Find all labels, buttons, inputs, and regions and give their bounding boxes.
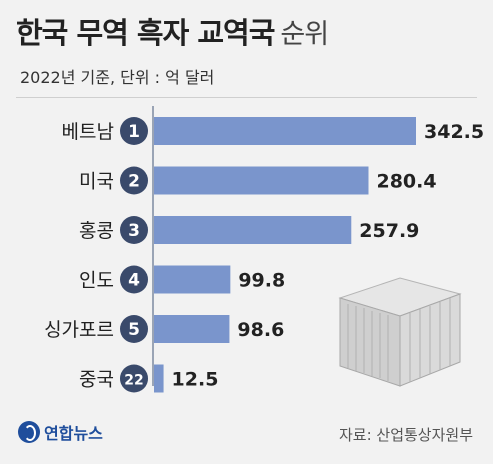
category-label-0: 베트남 — [62, 121, 114, 143]
value-label-2: 257.9 — [359, 220, 419, 242]
chart-title: 한국 무역 흑자 교역국 순위 — [16, 10, 329, 52]
rank-badge-5 — [120, 364, 148, 393]
category-label-1: 미국 — [79, 171, 114, 193]
category-label-4: 싱가포르 — [44, 319, 114, 341]
title-suffix: 순위 — [280, 19, 329, 50]
yonhap-logo-icon — [18, 421, 40, 443]
rank-number-5: 22 — [124, 373, 143, 389]
chart-subtitle: 2022년 기준, 단위 : 억 달러 — [20, 68, 215, 87]
title-main: 한국 무역 흑자 교역국 — [16, 16, 275, 50]
bar-2 — [154, 216, 352, 244]
category-label-5: 중국 — [79, 369, 114, 391]
rank-badge-4 — [120, 315, 148, 343]
rank-badge-1 — [120, 166, 148, 195]
logo-text: 연합뉴스 — [44, 424, 103, 443]
header-divider — [16, 97, 477, 98]
value-label-5: 12.5 — [172, 369, 219, 391]
rank-badge-3 — [120, 265, 148, 294]
value-label-3: 99.8 — [238, 270, 285, 292]
category-label-2: 홍콩 — [79, 220, 114, 242]
bar-0 — [154, 117, 416, 145]
yonhap-logo: 연합뉴스 — [18, 420, 103, 444]
bar-1 — [154, 166, 369, 195]
y-axis-line — [152, 106, 154, 386]
rank-number-2: 3 — [128, 221, 140, 241]
rank-number-3: 4 — [128, 271, 140, 291]
bar-5 — [154, 364, 164, 393]
rank-badge-0 — [120, 117, 148, 145]
bar-3 — [154, 265, 231, 294]
rank-number-1: 2 — [128, 172, 140, 192]
category-label-3: 인도 — [79, 270, 114, 292]
source-note: 자료: 산업통상자원부 — [338, 426, 473, 444]
value-label-0: 342.5 — [424, 121, 484, 143]
value-label-4: 98.6 — [237, 319, 284, 341]
rank-number-4: 5 — [128, 320, 140, 340]
bar-4 — [154, 315, 230, 343]
rank-number-0: 1 — [128, 122, 140, 142]
rank-badge-2 — [120, 216, 148, 244]
value-label-1: 280.4 — [376, 171, 436, 193]
shipping-container-illustration — [338, 277, 462, 387]
